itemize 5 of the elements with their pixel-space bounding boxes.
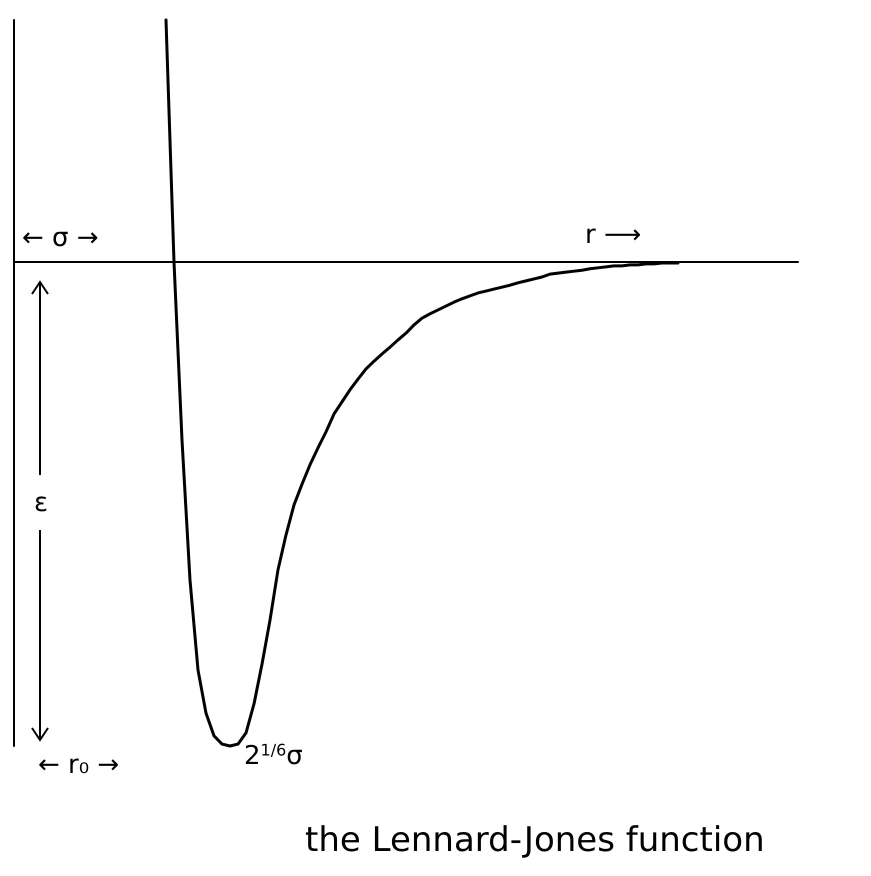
text: the Lennard-Jones function [305, 820, 765, 860]
annotation: ← σ → [22, 223, 99, 253]
annotation: ε [34, 488, 48, 518]
text: ← r₀ → [38, 750, 120, 780]
annotation: r ⟶ [585, 220, 642, 250]
